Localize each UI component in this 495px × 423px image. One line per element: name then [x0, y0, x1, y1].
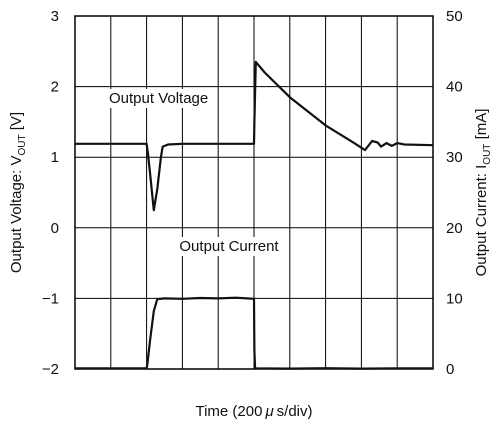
series-line-output-voltage	[75, 60, 434, 212]
left-axis-title-prefix: Output Voltage: V	[8, 156, 25, 274]
series-line-output-current	[75, 296, 434, 370]
right-axis-title-prefix: Output Current: I	[473, 165, 490, 277]
right-axis-title: Output Current: IOUT [mA]	[473, 109, 493, 277]
right-tick-label: 20	[446, 220, 463, 237]
left-axis-ticks: 3 2 1 0 −1 −2	[42, 8, 59, 378]
annotation-output-current: Output Current	[179, 238, 279, 255]
plot-frame	[74, 15, 434, 370]
right-axis-title-suffix: [mA]	[473, 109, 490, 144]
right-tick-label: 10	[446, 290, 463, 307]
x-axis-title-suffix: s/div)	[277, 403, 313, 420]
annotation-output-voltage: Output Voltage	[109, 90, 208, 107]
right-tick-label: 50	[446, 8, 463, 25]
left-tick-label: 1	[51, 149, 59, 166]
right-tick-label: 0	[446, 361, 454, 378]
voltage-annotation-background	[106, 89, 212, 108]
current-annotation-background	[176, 237, 283, 256]
x-axis-title-prefix: Time (200	[195, 403, 262, 420]
right-axis-title-sub: OUT	[482, 144, 493, 165]
left-tick-label: 3	[51, 8, 59, 25]
x-axis-title: Time (200 μ s/div)	[195, 403, 312, 420]
left-axis-title-sub: OUT	[17, 134, 28, 155]
right-tick-label: 30	[446, 149, 463, 166]
left-tick-label: 0	[51, 220, 59, 237]
left-tick-label: −2	[42, 361, 59, 378]
left-tick-label: 2	[51, 79, 59, 96]
right-tick-label: 40	[446, 79, 463, 96]
left-tick-label: −1	[42, 290, 59, 307]
right-axis-ticks: 50 40 30 20 10 0	[446, 8, 463, 378]
left-axis-title: Output Voltage: VOUT [V]	[8, 112, 28, 273]
x-axis-title-mu: μ	[264, 403, 273, 420]
left-axis-title-suffix: [V]	[8, 112, 25, 135]
